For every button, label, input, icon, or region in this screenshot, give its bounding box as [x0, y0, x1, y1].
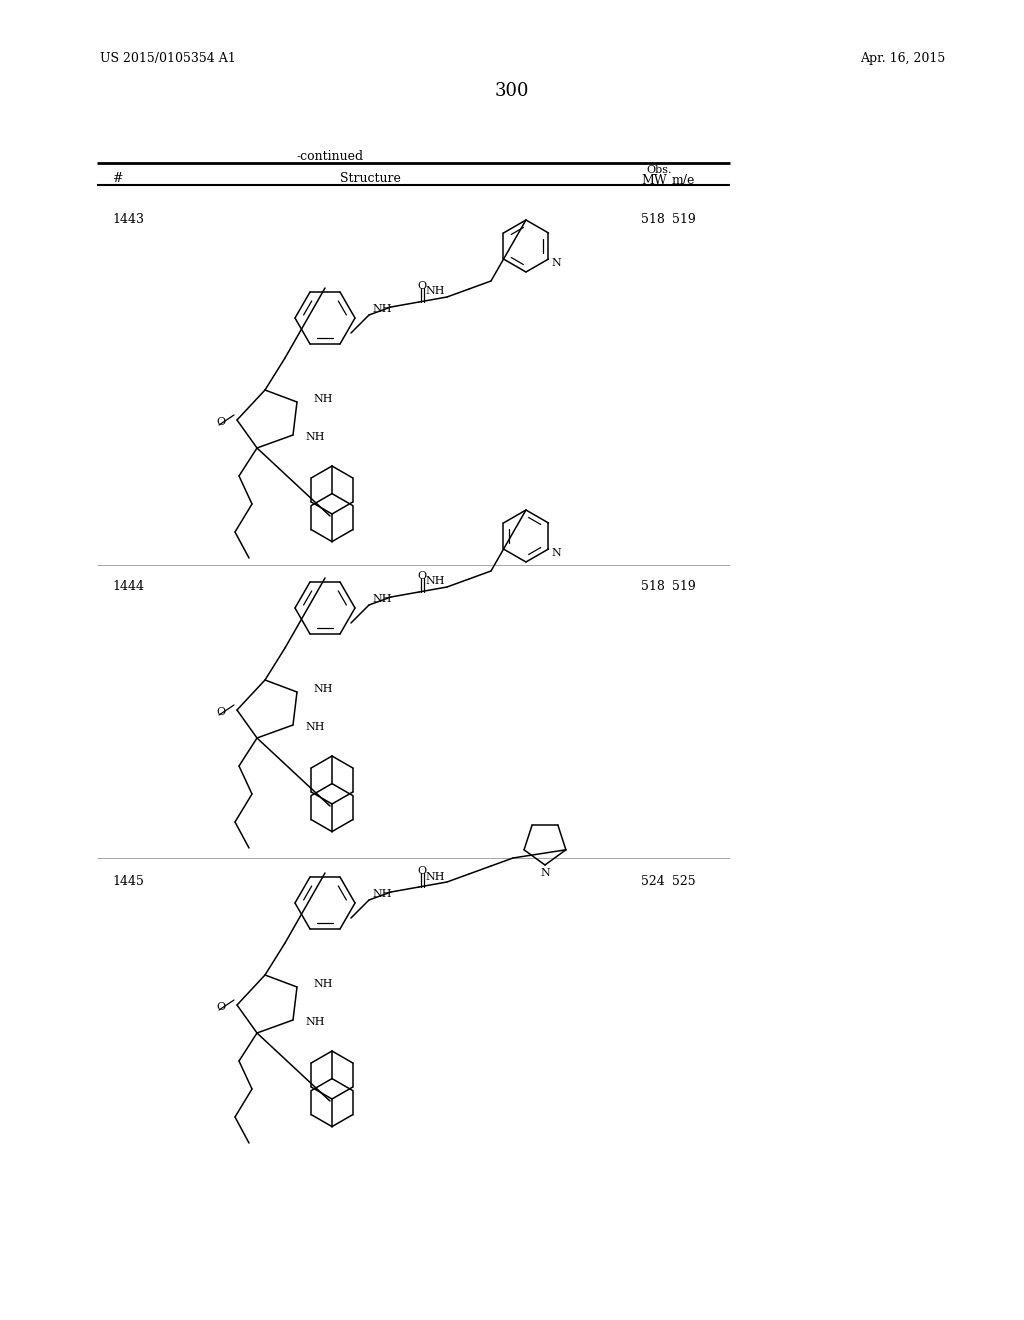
Text: 519: 519 [672, 213, 695, 226]
Text: NH: NH [373, 888, 392, 899]
Text: O: O [216, 417, 225, 426]
Text: NH: NH [425, 577, 444, 586]
Text: 300: 300 [495, 82, 529, 100]
Text: O: O [216, 1002, 225, 1012]
Text: 1443: 1443 [112, 213, 144, 226]
Text: NH: NH [305, 722, 325, 733]
Text: m/e: m/e [672, 174, 695, 187]
Text: NH: NH [305, 432, 325, 442]
Text: -continued: -continued [296, 150, 364, 162]
Text: NH: NH [373, 594, 392, 605]
Text: O: O [418, 572, 427, 581]
Text: NH: NH [425, 286, 444, 297]
Text: 525: 525 [672, 875, 695, 888]
Text: MW: MW [641, 174, 667, 187]
Text: O: O [418, 281, 427, 290]
Text: N: N [551, 259, 561, 268]
Text: US 2015/0105354 A1: US 2015/0105354 A1 [100, 51, 236, 65]
Text: Obs.: Obs. [646, 165, 672, 176]
Text: NH: NH [373, 304, 392, 314]
Text: NH: NH [305, 1016, 325, 1027]
Text: O: O [216, 708, 225, 717]
Text: Apr. 16, 2015: Apr. 16, 2015 [860, 51, 945, 65]
Text: NH: NH [313, 684, 333, 694]
Text: 1445: 1445 [112, 875, 144, 888]
Text: 518: 518 [641, 213, 665, 226]
Text: #: # [112, 172, 123, 185]
Text: 524: 524 [641, 875, 665, 888]
Text: NH: NH [425, 871, 444, 882]
Text: 519: 519 [672, 579, 695, 593]
Text: Structure: Structure [340, 172, 400, 185]
Text: O: O [418, 866, 427, 876]
Text: NH: NH [313, 393, 333, 404]
Text: NH: NH [313, 979, 333, 989]
Text: 1444: 1444 [112, 579, 144, 593]
Text: 518: 518 [641, 579, 665, 593]
Text: N: N [540, 869, 550, 878]
Text: N: N [551, 549, 561, 558]
